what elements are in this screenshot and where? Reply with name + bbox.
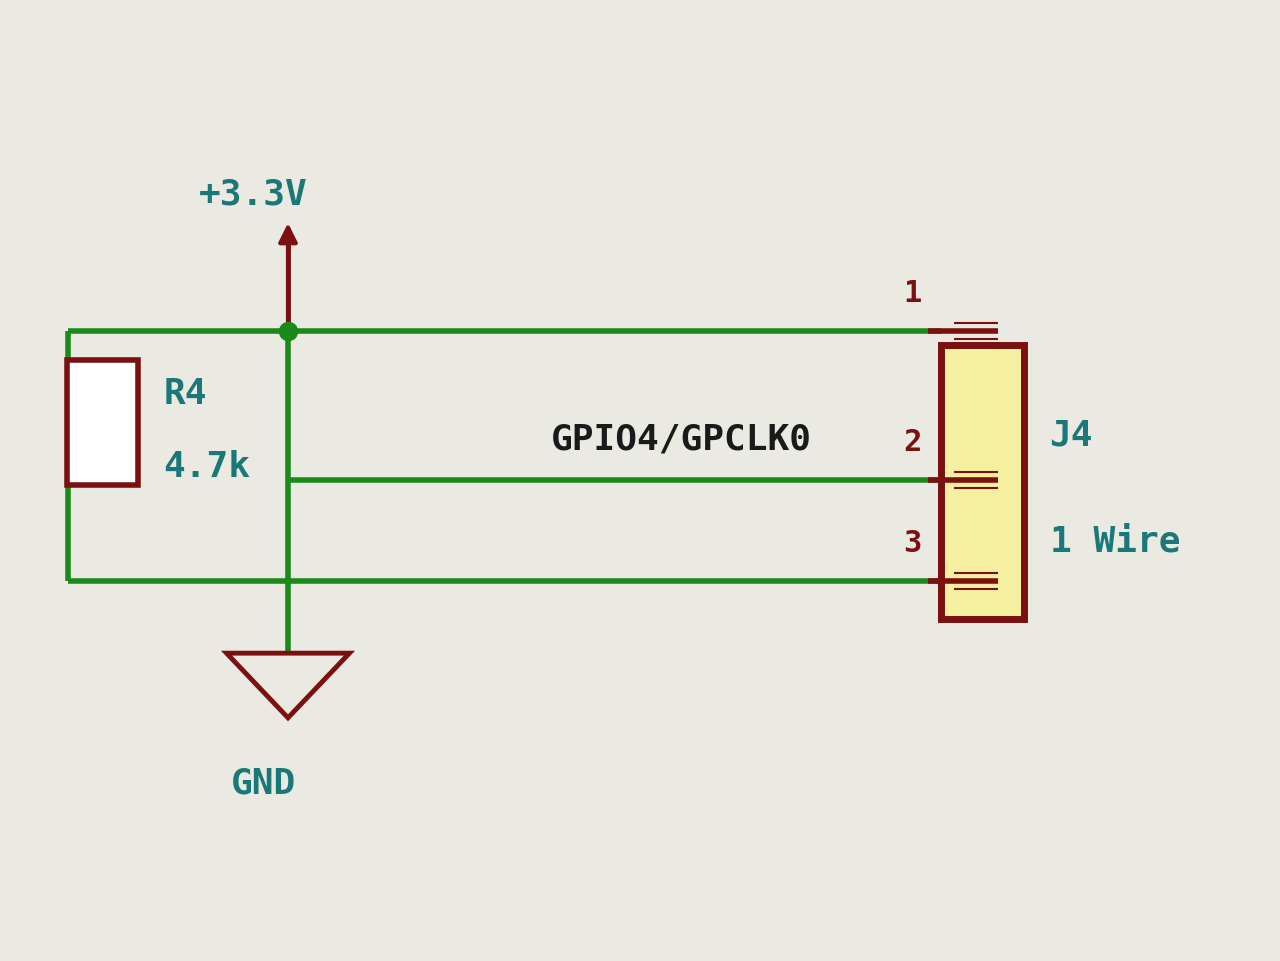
Text: +3.3V: +3.3V xyxy=(198,178,307,211)
Text: GPIO4/GPCLK0: GPIO4/GPCLK0 xyxy=(550,423,812,456)
Bar xyxy=(941,346,1024,620)
Text: 1 Wire: 1 Wire xyxy=(1050,524,1180,557)
Text: GND: GND xyxy=(230,766,296,801)
Text: 4.7k: 4.7k xyxy=(164,449,250,483)
Text: R4: R4 xyxy=(164,377,206,411)
Text: 1: 1 xyxy=(904,279,922,308)
Bar xyxy=(68,360,138,485)
Text: 2: 2 xyxy=(904,428,922,456)
Text: 3: 3 xyxy=(904,529,922,557)
Text: J4: J4 xyxy=(1050,418,1093,452)
